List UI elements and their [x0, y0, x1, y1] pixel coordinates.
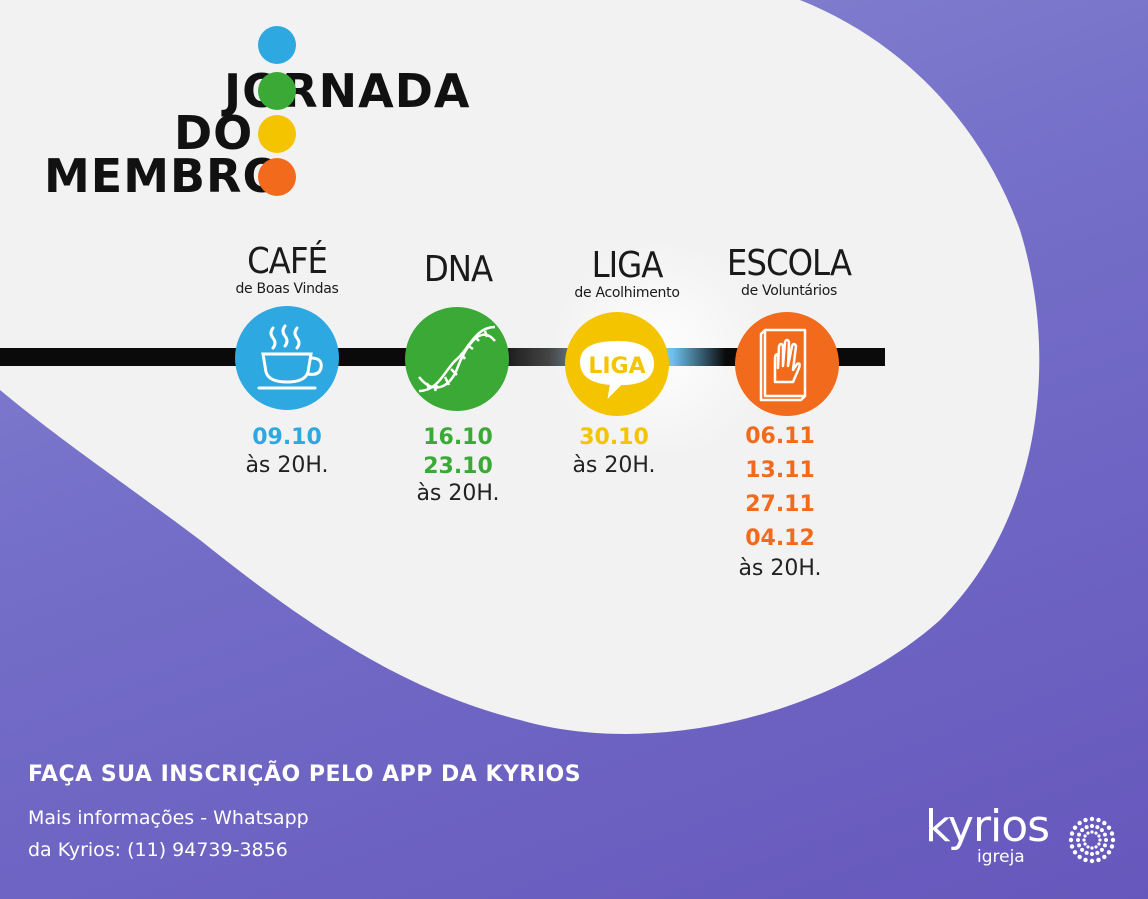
sunburst-dot [1099, 847, 1104, 852]
sunburst-dot [1102, 820, 1107, 826]
sunburst-dot [1090, 830, 1094, 834]
dna-helix-icon [418, 325, 496, 393]
sunburst-dot [1106, 825, 1112, 830]
sunburst-dot [1109, 844, 1115, 849]
stage-dna-heading: DNA [358, 252, 558, 288]
stage-cafe-heading: CAFÉ de Boas Vindas [187, 241, 387, 297]
sunburst-dot [1077, 854, 1082, 860]
jornada-do-membro-logo: JORNADA DO MEMBRO [40, 20, 520, 200]
sunburst-dot [1072, 825, 1078, 830]
brand-subtitle: igreja [977, 847, 1025, 867]
logo-yellow-dot [258, 115, 296, 153]
logo-word-do: DO [174, 106, 254, 160]
sunburst-dot [1104, 838, 1108, 842]
sunburst-dot [1077, 820, 1082, 826]
kyrios-brand-logo: kyrios igreja [925, 805, 1125, 875]
logo-blue-dot [258, 26, 296, 64]
sunburst-dot [1089, 816, 1095, 822]
sunburst-dot [1096, 857, 1101, 863]
stage-date: 27.11 [745, 492, 815, 518]
sunburst-dot [1072, 850, 1078, 855]
sunburst-dot [1106, 850, 1112, 855]
sunburst-dot [1086, 845, 1090, 849]
sunburst-dot [1094, 845, 1098, 849]
sunburst-logo-icon [1068, 816, 1116, 864]
sunburst-dot [1102, 843, 1107, 848]
sunburst-dot [1102, 854, 1107, 860]
hand-book-icon [759, 328, 807, 402]
contact-info-line2: da Kyrios: (11) 94739-3856 [28, 839, 288, 861]
sunburst-dot [1090, 852, 1094, 856]
stage-date: 30.10 [579, 425, 649, 450]
sunburst-dot [1080, 847, 1085, 852]
stage-time: às 20H. [416, 481, 500, 507]
sunburst-dot [1084, 850, 1089, 855]
sunburst-dot [1083, 857, 1088, 863]
sunburst-dot [1097, 842, 1101, 846]
registration-call-to-action: FAÇA SUA INSCRIÇÃO PELO APP DA KYRIOS [28, 762, 582, 787]
stage-dna-circle [405, 307, 509, 411]
sunburst-dot [1084, 825, 1089, 830]
stage-escola-heading: ESCOLA de Voluntários [689, 243, 889, 299]
stage-title: DNA [423, 249, 493, 290]
logo-word-membro: MEMBRO [44, 149, 283, 203]
sunburst-dot [1089, 858, 1095, 864]
stage-date: 16.10 [423, 425, 493, 450]
stage-subtitle: de Voluntários [740, 283, 837, 299]
sunburst-dot [1082, 838, 1086, 842]
logo-orange-dot [258, 158, 296, 196]
logo-green-dot [258, 72, 296, 110]
stage-liga-heading: LIGA de Acolhimento [527, 245, 727, 301]
stage-dna-dates: 16.10 23.10 às 20H. [358, 424, 558, 506]
sunburst-dot [1098, 838, 1102, 842]
stage-date: 13.11 [745, 458, 815, 484]
sunburst-dot [1068, 837, 1074, 843]
sunburst-dot [1077, 843, 1082, 848]
stage-subtitle: de Boas Vindas [235, 281, 339, 297]
stage-title: LIGA [591, 245, 664, 286]
stage-cafe-circle [235, 306, 339, 410]
sunburst-dot [1095, 850, 1100, 855]
sunburst-dot [1090, 824, 1094, 828]
stage-time: às 20H. [572, 452, 656, 478]
liga-icon-text: LIGA [588, 354, 645, 379]
stage-liga-circle: LIGA [565, 312, 669, 416]
sunburst-dot [1069, 844, 1075, 849]
sunburst-dot [1096, 817, 1101, 823]
sunburst-dot [1099, 828, 1104, 833]
sunburst-dot [1083, 817, 1088, 823]
sunburst-dot [1094, 831, 1098, 835]
sunburst-dot [1086, 831, 1090, 835]
sunburst-dot [1095, 825, 1100, 830]
sunburst-dot [1109, 831, 1115, 836]
stage-date: 09.10 [252, 425, 322, 450]
coffee-cup-icon [257, 324, 323, 390]
sunburst-dot [1076, 838, 1080, 842]
sunburst-dot [1097, 834, 1101, 838]
stage-time: às 20H. [245, 452, 329, 478]
stage-cafe-dates: 09.10 às 20H. [187, 424, 387, 478]
stage-liga-dates: 30.10 às 20H. [514, 424, 714, 478]
stage-date: 04.12 [745, 526, 815, 552]
sunburst-dot [1110, 837, 1116, 843]
sunburst-dot [1083, 842, 1087, 846]
stage-subtitle: de Acolhimento [574, 285, 680, 301]
stage-date: 23.10 [423, 453, 493, 479]
stage-title: ESCOLA [726, 243, 852, 284]
stage-escola-circle [735, 312, 839, 416]
sunburst-dot [1083, 834, 1087, 838]
sunburst-dot [1102, 832, 1107, 837]
stage-date: 06.11 [745, 424, 815, 449]
sunburst-dot [1080, 828, 1085, 833]
contact-info: Mais informações - Whatsapp da Kyrios: (… [28, 802, 309, 866]
sunburst-dot [1069, 831, 1075, 836]
stage-title: CAFÉ [247, 241, 328, 282]
sunburst-dot [1090, 846, 1094, 850]
brand-name: kyrios [925, 801, 1050, 852]
liga-speech-bubble-icon: LIGA [579, 340, 655, 399]
contact-info-line1: Mais informações - Whatsapp [28, 807, 309, 829]
stage-escola-dates: 06.11 13.11 27.11 04.12 às 20H. [680, 420, 880, 582]
sunburst-dot [1077, 832, 1082, 837]
stage-time: às 20H. [738, 556, 822, 582]
